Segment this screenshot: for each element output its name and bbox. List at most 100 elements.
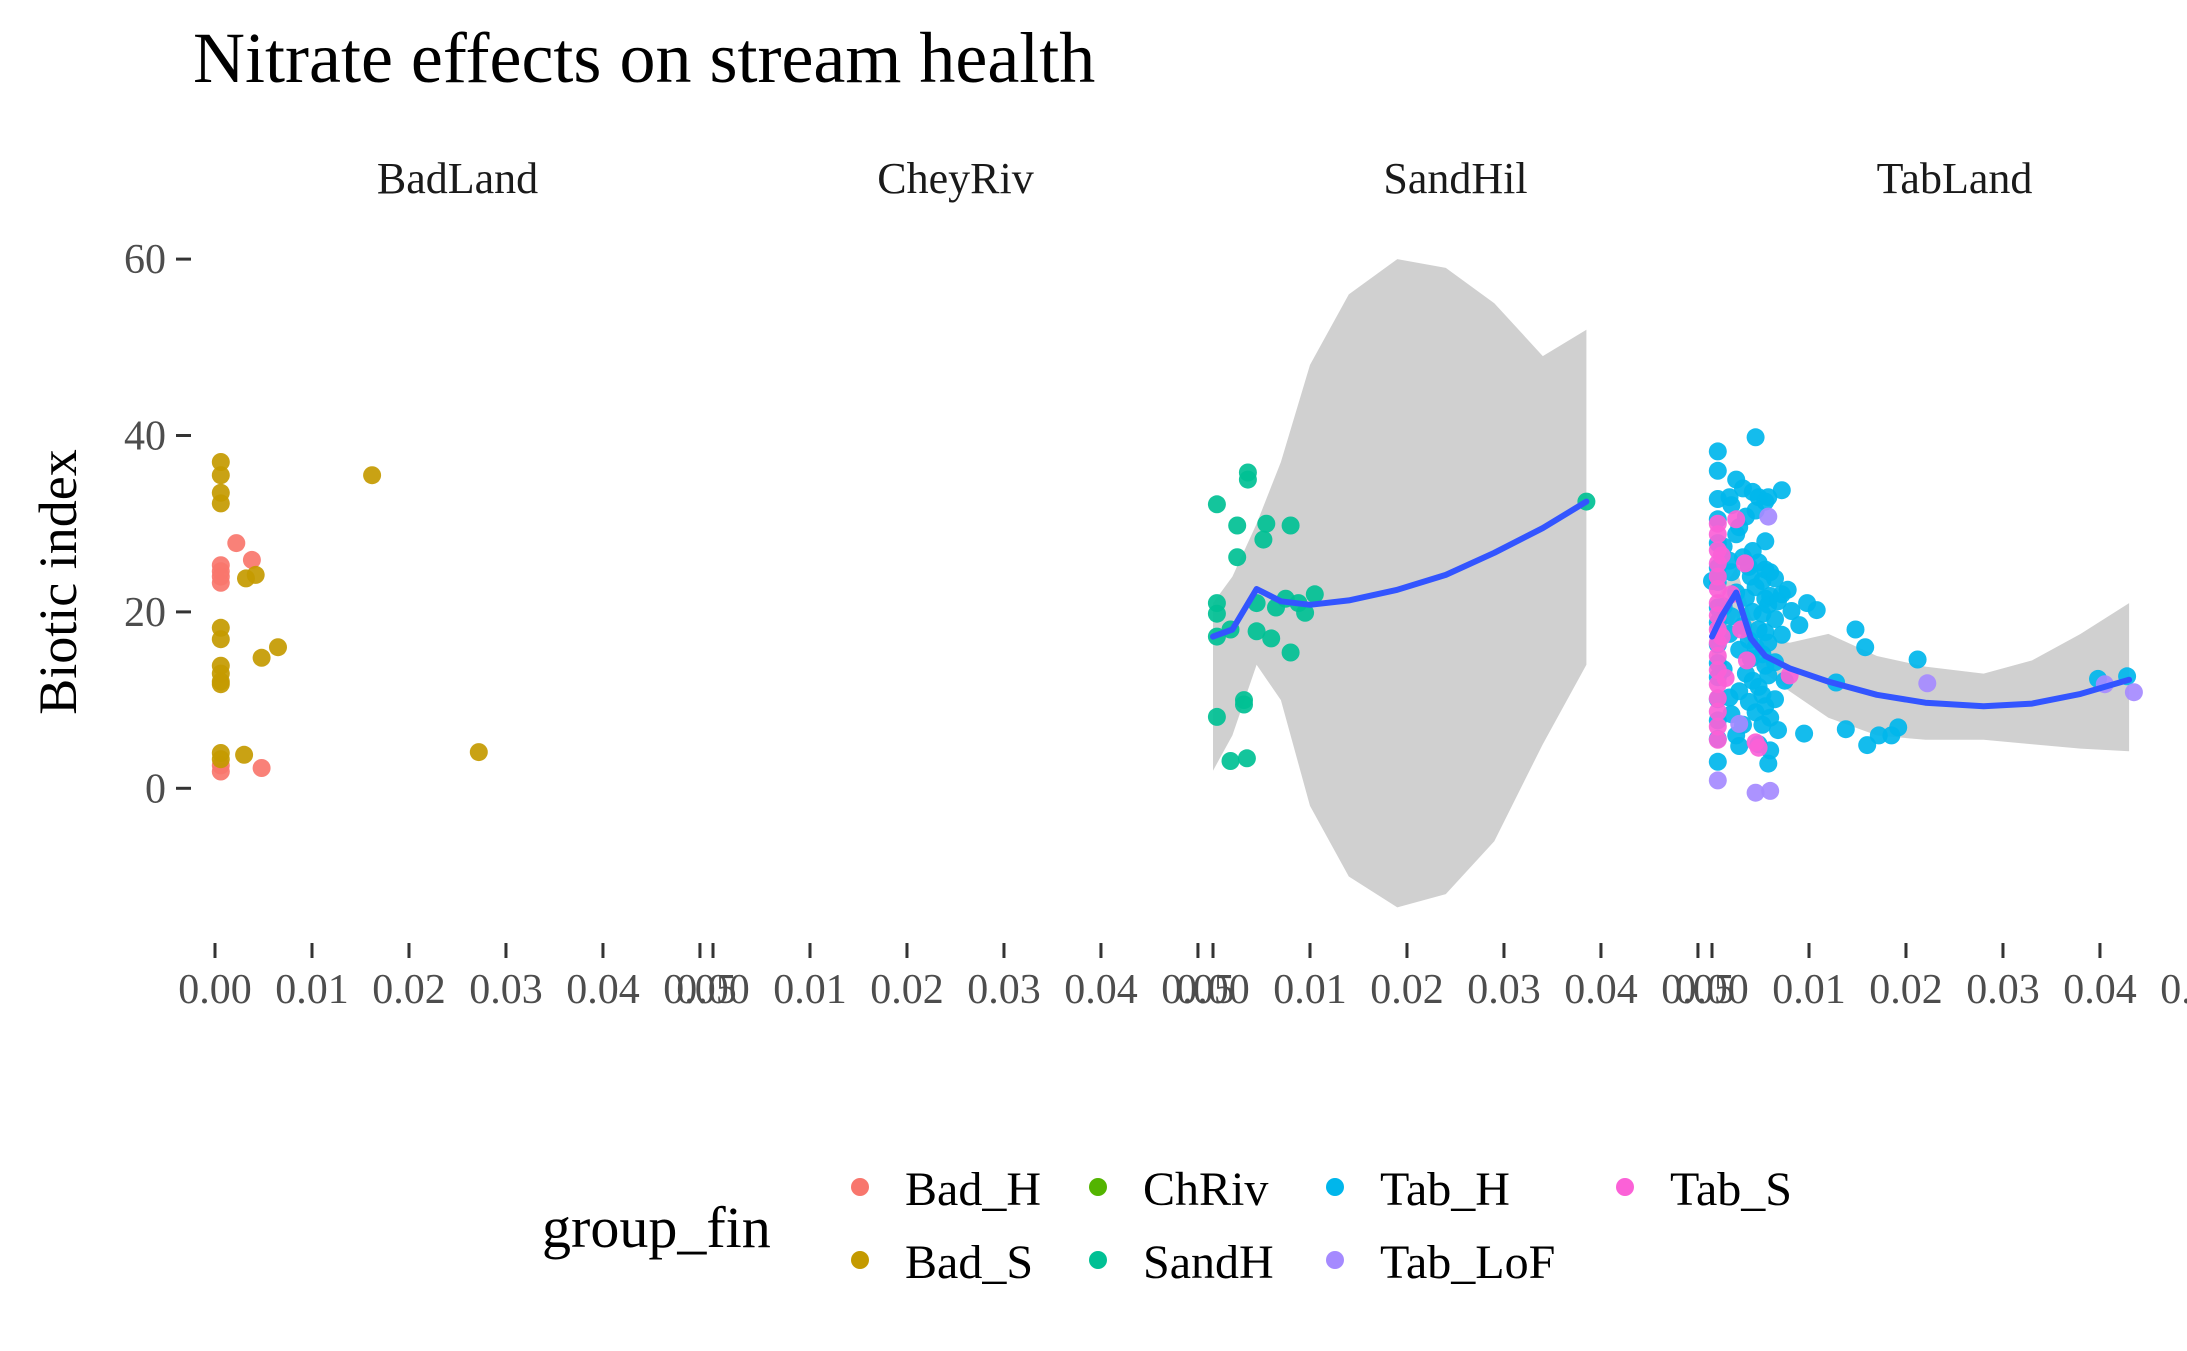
- x-tick-label: 0.00: [178, 967, 252, 1013]
- data-point: [1281, 643, 1300, 662]
- data-point: [1918, 674, 1937, 693]
- data-point: [1708, 752, 1727, 771]
- x-tick-label: 0.05: [2160, 967, 2187, 1013]
- data-point: [1807, 601, 1826, 620]
- data-point: [1722, 563, 1741, 582]
- panel-cheyriv: CheyRiv 0.00 0.01 0.02 0.03 0.04 0.05: [676, 154, 1234, 1013]
- data-point: [469, 743, 488, 762]
- data-point: [1746, 783, 1765, 802]
- legend-key: [851, 1251, 869, 1269]
- data-point: [1207, 495, 1226, 514]
- data-point: [1759, 488, 1778, 507]
- data-point: [2124, 683, 2143, 702]
- data-point: [1889, 718, 1908, 737]
- facet-strip-label: TabLand: [1877, 154, 2033, 203]
- data-point: [269, 638, 287, 657]
- data-point: [242, 550, 261, 569]
- data-point: [1228, 548, 1247, 567]
- data-point: [1769, 721, 1787, 740]
- y-axis-label: Biotic index: [28, 449, 88, 714]
- data-point: [1708, 594, 1727, 613]
- data-point: [1708, 647, 1727, 665]
- data-point: [1708, 461, 1727, 480]
- y-axis: 0 20 40 60: [124, 237, 191, 812]
- data-point: [1727, 510, 1746, 529]
- x-tick-label: 0.03: [469, 967, 543, 1013]
- legend-key: [1326, 1251, 1344, 1269]
- data-point: [1761, 781, 1780, 800]
- data-point: [363, 466, 382, 485]
- x-tick-label: 0.02: [1869, 967, 1943, 1013]
- legend-label: Tab_LoF: [1380, 1236, 1555, 1289]
- x-tick-label: 0.04: [1064, 967, 1138, 1013]
- data-point: [1237, 749, 1256, 768]
- data-point: [1238, 470, 1257, 489]
- data-point: [211, 466, 230, 485]
- data-point: [1257, 514, 1276, 533]
- legend-entry-bad-h: Bad_H: [851, 1163, 1041, 1216]
- legend-label: Tab_H: [1380, 1163, 1510, 1216]
- x-tick-label: 0.03: [967, 967, 1041, 1013]
- data-point: [1708, 689, 1727, 708]
- series-bad-s: [211, 453, 488, 769]
- y-tick-label: 60: [124, 237, 166, 283]
- data-point: [1766, 569, 1784, 588]
- data-point: [246, 565, 265, 584]
- confidence-ribbon: [1213, 259, 1587, 908]
- legend-entry-sandh: SandH: [1089, 1236, 1274, 1289]
- legend-entry-tab-h: Tab_H: [1326, 1163, 1510, 1216]
- data-point: [1790, 616, 1809, 635]
- data-point: [1869, 726, 1888, 745]
- data-point: [211, 630, 230, 649]
- data-point: [1247, 622, 1266, 641]
- x-tick-label: 0.05: [1661, 967, 1735, 1013]
- data-point: [1296, 603, 1315, 622]
- data-point: [1782, 602, 1801, 620]
- x-tick-label: 0.05: [663, 967, 737, 1013]
- x-tick-label: 0.03: [1966, 967, 2040, 1013]
- legend-key: [1616, 1178, 1634, 1196]
- data-point: [1746, 428, 1765, 447]
- legend-entry-tab-lof: Tab_LoF: [1326, 1236, 1555, 1289]
- data-point: [1221, 752, 1240, 770]
- legend-label: SandH: [1143, 1236, 1274, 1289]
- data-point: [1778, 580, 1797, 599]
- legend-label: Bad_S: [905, 1236, 1033, 1289]
- legend-entry-chriv: ChRiv: [1089, 1163, 1268, 1216]
- data-point: [211, 453, 230, 471]
- data-point: [1207, 707, 1226, 726]
- data-point: [1305, 585, 1324, 604]
- data-point: [1708, 442, 1727, 461]
- data-point: [252, 759, 271, 777]
- series-bad-h: [211, 534, 271, 781]
- data-point: [1795, 724, 1814, 743]
- data-point: [1836, 720, 1855, 739]
- data-point: [1708, 525, 1727, 544]
- x-tick-label: 0.02: [1370, 967, 1444, 1013]
- data-point: [1708, 567, 1727, 586]
- data-point: [1262, 629, 1281, 648]
- data-point: [1846, 620, 1865, 639]
- x-tick-label: 0.02: [372, 967, 446, 1013]
- data-point: [1772, 481, 1791, 500]
- data-point: [227, 534, 246, 553]
- data-point: [1730, 714, 1749, 733]
- data-point: [1759, 633, 1778, 652]
- legend-label: Bad_H: [905, 1163, 1041, 1216]
- data-point: [211, 567, 230, 586]
- x-tick-label: 0.04: [1564, 967, 1638, 1013]
- legend-label: Tab_S: [1670, 1163, 1792, 1216]
- legend-title: group_fin: [542, 1195, 771, 1260]
- data-point: [1228, 516, 1247, 535]
- facet-strip-label: BadLand: [377, 154, 538, 203]
- x-tick-label: 0.00: [676, 967, 750, 1013]
- data-point: [1908, 650, 1927, 669]
- x-tick-label: 0.04: [2063, 967, 2137, 1013]
- facet-strip-label: SandHil: [1383, 154, 1527, 203]
- y-tick-label: 0: [145, 766, 166, 812]
- data-point: [211, 494, 230, 513]
- x-tick-label: 0.01: [275, 967, 349, 1013]
- x-tick-label: 0.01: [1273, 967, 1347, 1013]
- smooth-line: [1210, 498, 1590, 640]
